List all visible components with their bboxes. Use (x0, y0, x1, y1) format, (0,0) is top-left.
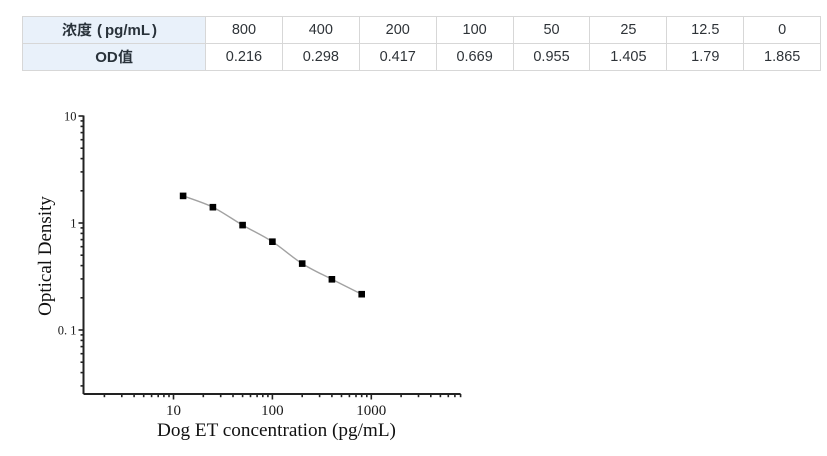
svg-text:10: 10 (64, 110, 77, 124)
svg-text:1000: 1000 (356, 403, 386, 419)
svg-text:100: 100 (261, 403, 284, 419)
svg-text:Optical Density: Optical Density (35, 196, 56, 316)
svg-text:10: 10 (166, 403, 181, 419)
svg-text:Dog ET concentration (pg/mL): Dog ET concentration (pg/mL) (157, 420, 396, 441)
svg-text:1: 1 (70, 217, 76, 231)
svg-text:0. 1: 0. 1 (58, 324, 77, 338)
